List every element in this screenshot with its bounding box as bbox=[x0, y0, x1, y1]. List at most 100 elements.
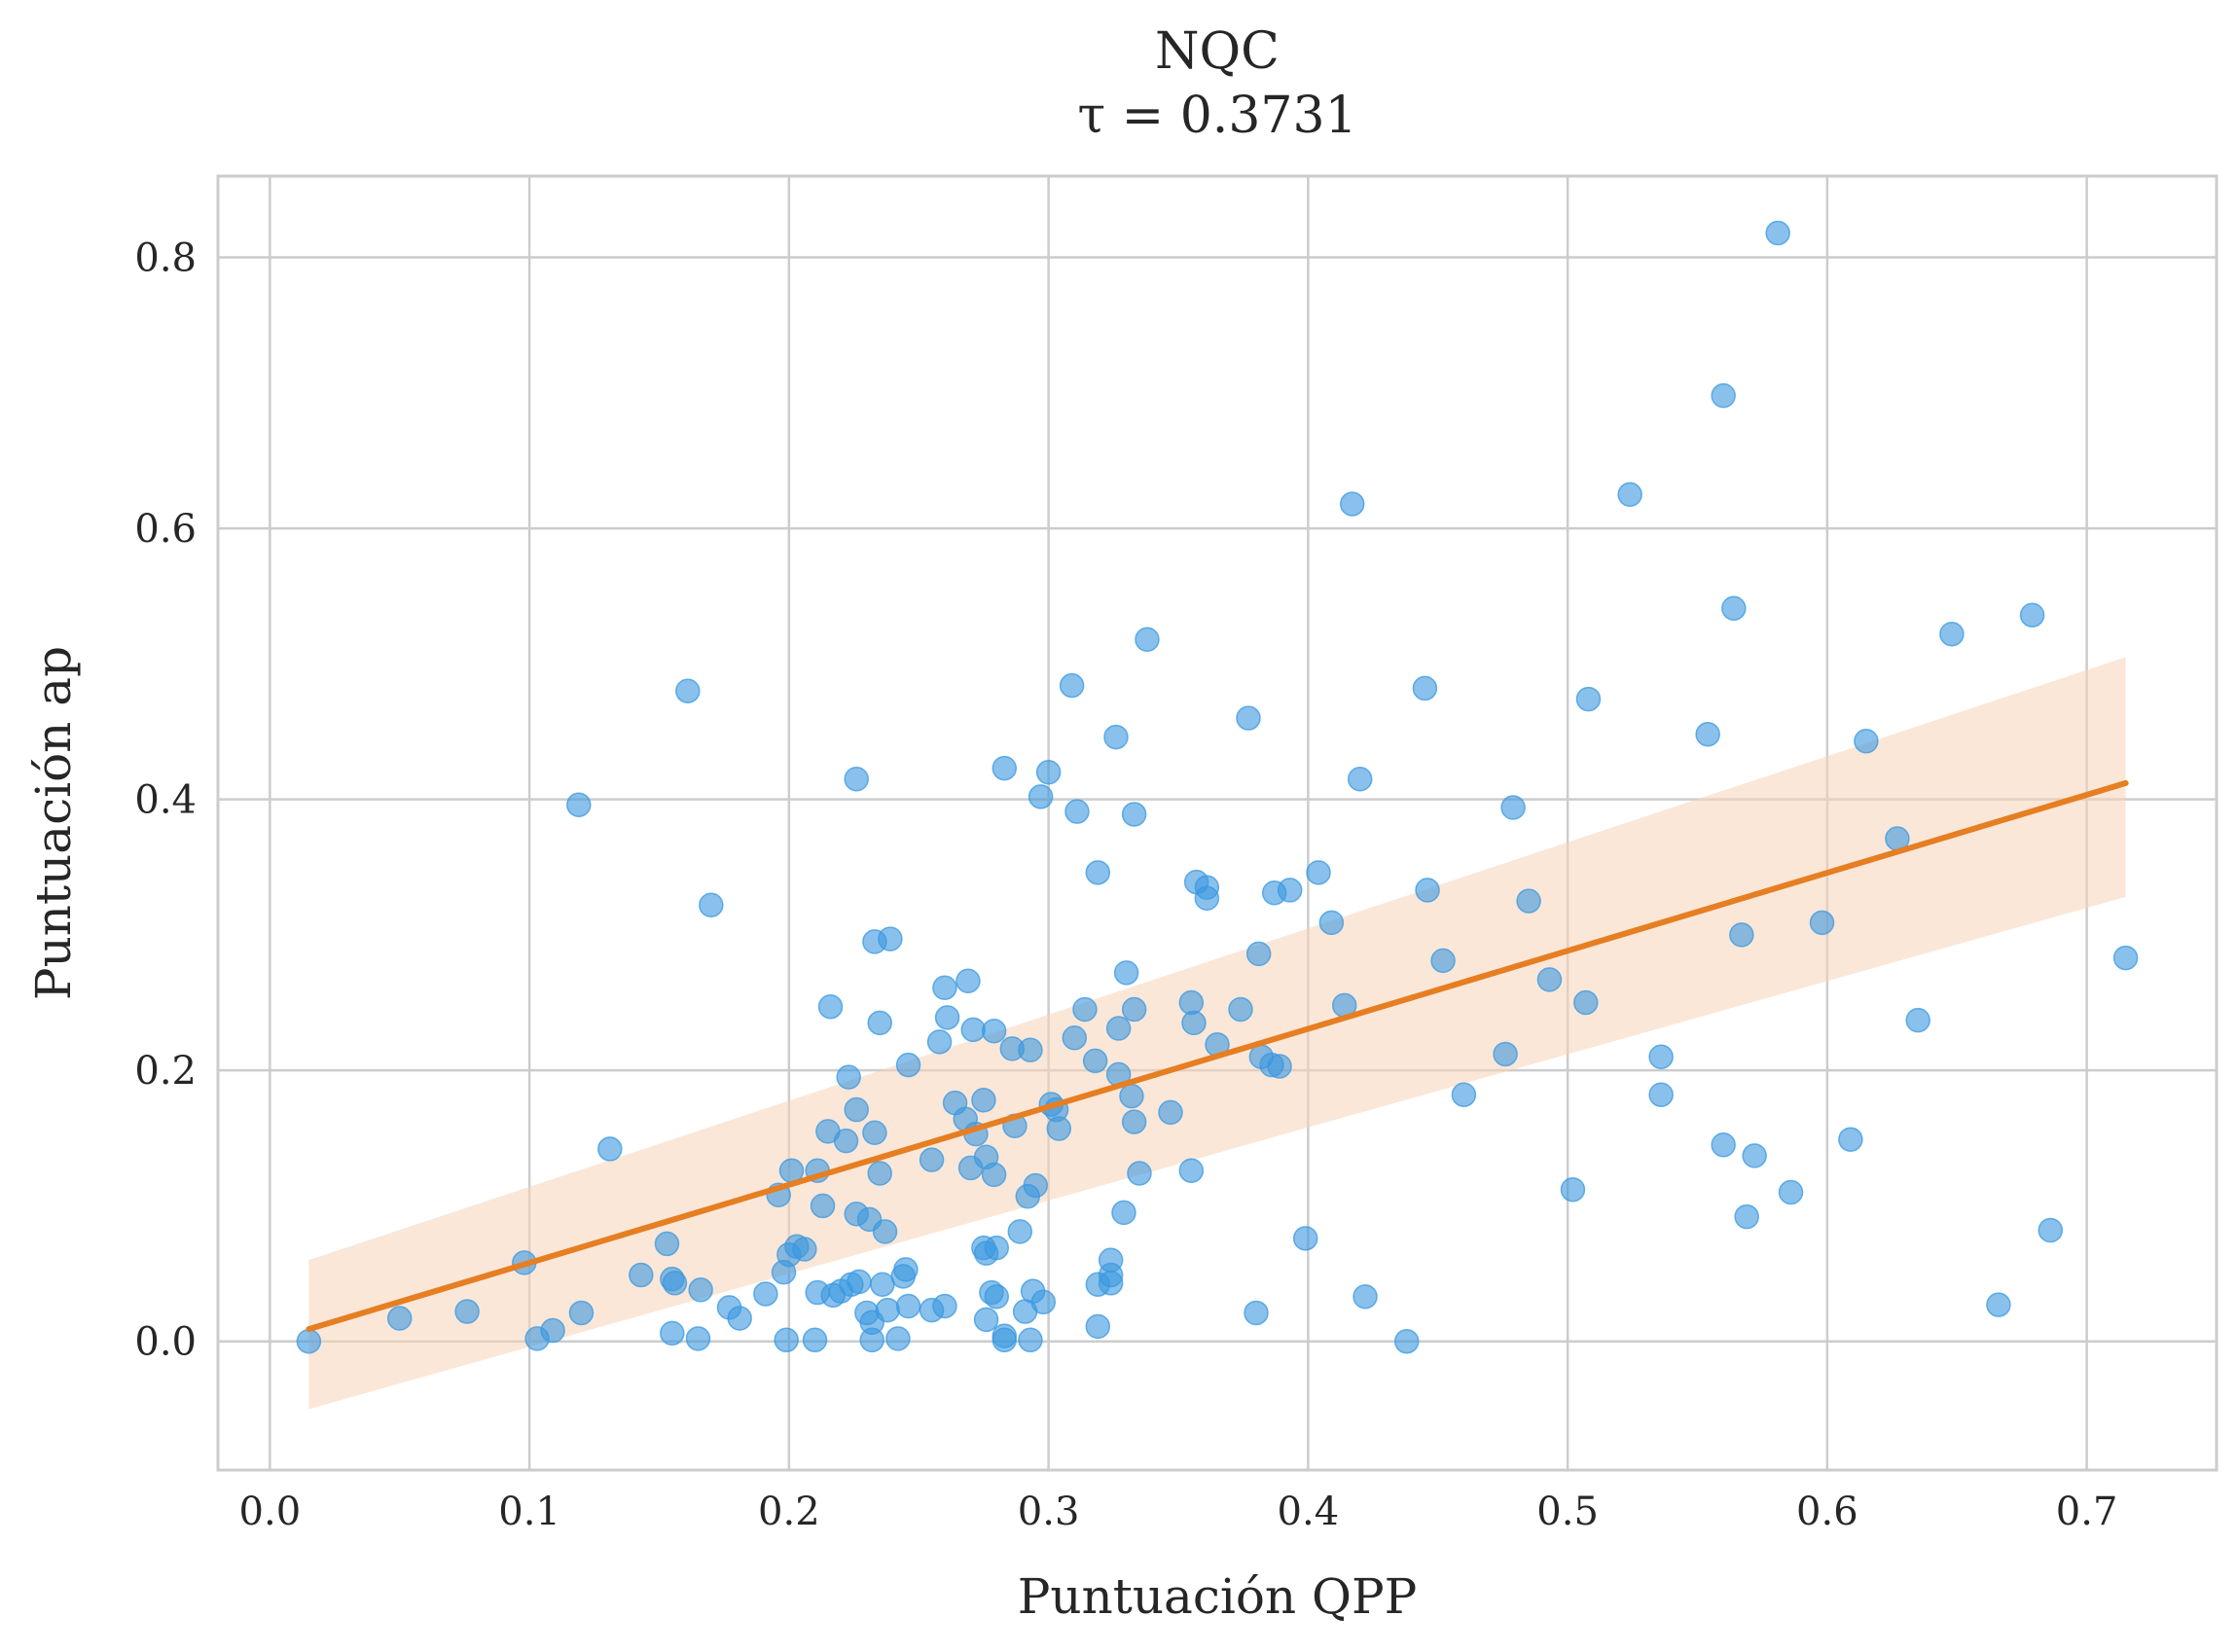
data-point bbox=[981, 1162, 1007, 1188]
data-point bbox=[867, 1010, 892, 1036]
x-tick-label: 0.2 bbox=[758, 1490, 820, 1534]
data-point bbox=[1030, 1289, 1057, 1315]
data-point bbox=[1809, 910, 1835, 936]
data-point bbox=[1986, 1292, 2011, 1317]
data-point bbox=[992, 1327, 1018, 1353]
data-point bbox=[1111, 1200, 1136, 1226]
data-point bbox=[934, 1005, 960, 1030]
data-point bbox=[1244, 1300, 1269, 1326]
y-axis-label: Puntuación ap bbox=[25, 646, 82, 1000]
data-point bbox=[1121, 996, 1147, 1023]
data-point bbox=[1648, 1082, 1674, 1107]
data-point bbox=[1072, 996, 1098, 1023]
data-point bbox=[875, 1297, 900, 1323]
data-point bbox=[1939, 621, 1965, 647]
data-point bbox=[2112, 945, 2139, 971]
data-point bbox=[1415, 878, 1440, 903]
data-point bbox=[727, 1306, 752, 1331]
data-point bbox=[568, 1300, 595, 1326]
data-point bbox=[1105, 1016, 1132, 1041]
data-point bbox=[1059, 672, 1085, 699]
data-point bbox=[654, 1231, 680, 1257]
x-tick-label: 0.6 bbox=[1796, 1490, 1858, 1534]
data-point bbox=[1778, 1179, 1804, 1205]
data-point bbox=[1765, 220, 1790, 246]
data-point bbox=[1103, 724, 1129, 750]
x-tick-label: 0.7 bbox=[2056, 1490, 2118, 1534]
y-tick-label: 0.2 bbox=[134, 1049, 197, 1094]
data-point bbox=[1113, 960, 1139, 986]
x-axis-label: Puntuación QPP bbox=[1018, 1568, 1418, 1625]
regression-line-group bbox=[306, 779, 2129, 1333]
x-tick-label: 0.0 bbox=[239, 1490, 302, 1534]
data-point bbox=[1352, 1283, 1378, 1310]
data-point bbox=[1018, 1037, 1043, 1063]
data-point bbox=[859, 1327, 884, 1353]
data-point bbox=[1028, 784, 1054, 809]
data-point bbox=[984, 1283, 1010, 1310]
x-tick-label: 0.3 bbox=[1018, 1490, 1080, 1534]
data-point bbox=[878, 926, 903, 952]
data-point bbox=[844, 1096, 869, 1123]
data-point bbox=[1007, 1219, 1033, 1244]
data-point bbox=[867, 1161, 892, 1186]
data-point bbox=[566, 792, 592, 817]
data-point bbox=[1695, 722, 1720, 747]
data-point bbox=[1560, 1176, 1586, 1203]
data-point bbox=[675, 678, 701, 703]
data-point bbox=[1536, 967, 1563, 992]
data-point bbox=[1493, 1041, 1518, 1067]
data-point bbox=[1347, 766, 1373, 792]
data-point bbox=[1575, 686, 1602, 712]
data-point bbox=[895, 1052, 921, 1078]
data-point bbox=[1318, 910, 1345, 936]
data-point bbox=[1573, 989, 1599, 1016]
data-point bbox=[685, 1326, 711, 1351]
data-point bbox=[1500, 795, 1526, 820]
data-point bbox=[1121, 802, 1147, 827]
x-tick-label: 0.1 bbox=[498, 1490, 560, 1534]
data-point bbox=[1135, 627, 1160, 653]
tick-labels: 0.0 0.1 0.2 0.3 0.4 0.5 0.6 0.7 0.0 0.2 0.4 0.6 0.8 bbox=[134, 236, 2117, 1534]
regression-line bbox=[306, 779, 2129, 1333]
data-point bbox=[1905, 1007, 1930, 1033]
data-point bbox=[956, 968, 981, 993]
data-point bbox=[1194, 875, 1220, 900]
data-point bbox=[1064, 799, 1090, 824]
plot-frame bbox=[216, 174, 2218, 1472]
data-point bbox=[872, 1219, 898, 1244]
data-point bbox=[847, 1269, 872, 1295]
data-point bbox=[1393, 1328, 1420, 1354]
data-point bbox=[960, 1017, 987, 1043]
data-point bbox=[1098, 1271, 1124, 1296]
data-point bbox=[660, 1320, 685, 1347]
data-point bbox=[984, 1235, 1010, 1261]
y-tick-label: 0.4 bbox=[134, 778, 197, 823]
data-point bbox=[597, 1136, 623, 1162]
data-point bbox=[662, 1271, 688, 1296]
data-point bbox=[699, 892, 724, 918]
x-tick-label: 0.5 bbox=[1536, 1490, 1599, 1534]
data-point bbox=[1711, 382, 1736, 409]
data-point bbox=[1085, 1313, 1111, 1340]
data-point bbox=[1339, 491, 1365, 517]
data-point bbox=[1306, 860, 1331, 885]
data-point bbox=[2019, 602, 2045, 628]
x-tick-label: 0.4 bbox=[1278, 1490, 1340, 1534]
data-point bbox=[1018, 1327, 1043, 1353]
data-point bbox=[1023, 1172, 1049, 1199]
data-point bbox=[1711, 1132, 1736, 1158]
data-point bbox=[844, 766, 869, 792]
data-point bbox=[1082, 1048, 1108, 1074]
grid bbox=[218, 176, 2217, 1470]
chart-subtitle: τ = 0.3731 bbox=[1077, 87, 1356, 145]
data-point bbox=[792, 1237, 817, 1262]
data-point bbox=[885, 1326, 911, 1351]
data-points bbox=[296, 220, 2139, 1354]
data-point bbox=[1617, 482, 1642, 508]
data-point bbox=[817, 993, 844, 1020]
data-point bbox=[1178, 1158, 1205, 1183]
data-point bbox=[1267, 1054, 1292, 1079]
